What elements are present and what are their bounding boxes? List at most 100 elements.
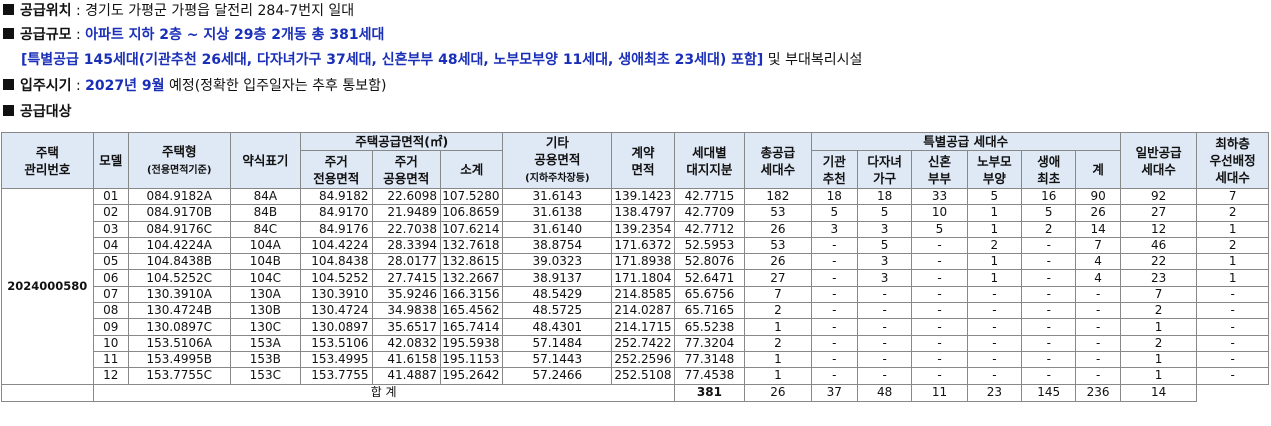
header-other-common: 기타 공용면적 (지하주차장등) xyxy=(502,132,613,189)
header-general-supply: 일반공급 세대수 xyxy=(1119,132,1198,189)
table-cell: 084.9170B xyxy=(127,204,231,222)
table-cell: 1 xyxy=(966,253,1023,271)
table-cell: 34.9838 xyxy=(371,302,442,320)
square-bullet-icon xyxy=(3,4,14,15)
move-in-suffix: 예정(정확한 입주일자는 추후 통보함) xyxy=(164,78,387,94)
table-cell: 27 xyxy=(744,269,812,287)
header-first-time: 생애 최초 xyxy=(1021,150,1077,189)
table-cell: 132.8615 xyxy=(440,253,504,271)
scale-label: 공급규모 xyxy=(20,27,72,43)
scale-text: 아파트 지하 2층 ~ 지상 29층 2개동 총 381세대 xyxy=(85,27,385,43)
table-cell: 107.5280 xyxy=(440,187,504,206)
table-cell: 10 xyxy=(92,334,129,352)
table-cell: 2 xyxy=(1196,236,1269,255)
table-cell: 130.3910 xyxy=(300,285,373,304)
table-cell: 1 xyxy=(1196,220,1269,238)
table-cell: 5 xyxy=(966,187,1023,206)
table-cell: 92 xyxy=(1119,187,1198,206)
table-cell: 22.6098 xyxy=(371,187,442,206)
total-cell: 145 xyxy=(1021,383,1077,402)
table-cell: 4 xyxy=(1075,253,1121,271)
table-cell: - xyxy=(1196,318,1269,336)
header-housing-type: 주택형 (전용면적기준) xyxy=(127,132,231,189)
header-lowest-floor: 최하층 우선배정 세대수 xyxy=(1196,132,1269,189)
header-supply-area: 주택공급면적(㎡) xyxy=(300,132,504,151)
header-housing-mgmt-no: 주택 관리번호 xyxy=(1,132,94,189)
table-cell: - xyxy=(966,367,1023,385)
table-row: 08 130.4724B 130B 130.4724 34.9838 165.4562 48… xyxy=(2,302,1269,320)
table-cell: 3 xyxy=(856,220,913,238)
table-cell: 2 xyxy=(1021,220,1077,238)
table-cell: 23 xyxy=(1119,269,1198,287)
table-cell: 2 xyxy=(1119,334,1198,352)
table-cell: 153.5106 xyxy=(300,334,373,352)
table-cell: 77.4538 xyxy=(673,367,746,385)
table-row: 05 104.8438B 104B 104.8438 28.0177 132.8615 39… xyxy=(2,253,1269,271)
table-cell: 42.7715 xyxy=(673,187,746,206)
table-cell: 35.9246 xyxy=(371,285,442,304)
table-cell: 01 xyxy=(92,187,129,206)
header-contract-area: 계약 면적 xyxy=(611,132,675,189)
move-in-label: 입주시기 xyxy=(20,78,72,94)
header-special-total: 계 xyxy=(1075,150,1121,189)
table-cell: - xyxy=(966,318,1023,336)
table-row: 04 104.4224A 104A 104.4224 28.3394 132.7618 38… xyxy=(2,236,1269,255)
table-cell: 106.8659 xyxy=(440,204,504,222)
table-cell: 42.7712 xyxy=(673,220,746,238)
table-cell: 195.5938 xyxy=(440,334,504,352)
table-cell: 1 xyxy=(966,220,1023,238)
table-cell: 5 xyxy=(856,204,913,222)
table-cell: - xyxy=(1021,334,1077,352)
table-cell: 12 xyxy=(1119,220,1198,238)
table-cell: 33 xyxy=(911,187,968,206)
table-cell: 153B xyxy=(229,350,302,369)
table-cell: 26 xyxy=(744,253,812,271)
total-cell: 236 xyxy=(1075,383,1121,402)
table-cell: 153.4995B xyxy=(127,350,231,369)
table-cell: 084.9182A xyxy=(127,187,231,206)
table-cell: 7 xyxy=(744,285,812,304)
scale-detail-text: [특별공급 145세대(기관추천 26세대, 다자녀가구 37세대, 신혼부부 … xyxy=(21,52,764,68)
table-cell: 27.7415 xyxy=(371,269,442,287)
table-cell: 252.5108 xyxy=(611,367,675,385)
header-elderly: 노부모 부양 xyxy=(966,150,1023,189)
table-cell: - xyxy=(856,302,913,320)
total-cell: 381 xyxy=(673,383,746,402)
info-scale: 공급규모 : 아파트 지하 2층 ~ 지상 29층 2개동 총 381세대 xyxy=(0,26,384,44)
info-move-in: 입주시기 : 2027년 9월 예정(정확한 입주일자는 추후 통보함) xyxy=(0,77,386,95)
table-cell: 104.8438 xyxy=(300,253,373,271)
table-cell: 104C xyxy=(229,269,302,287)
table-cell: - xyxy=(1021,350,1077,369)
header-land-share: 세대별 대지지분 xyxy=(673,132,746,189)
table-cell: 7 xyxy=(1075,236,1121,255)
table-cell: - xyxy=(966,302,1023,320)
table-cell: - xyxy=(1075,367,1121,385)
table-cell: 04 xyxy=(92,236,129,255)
move-in-value: 2027년 9월 xyxy=(85,78,165,94)
table-cell: 130.3910A xyxy=(127,285,231,304)
table-cell: 84A xyxy=(229,187,302,206)
table-cell: 1 xyxy=(1196,253,1269,271)
table-cell: - xyxy=(856,318,913,336)
table-cell: 130C xyxy=(229,318,302,336)
table-cell: - xyxy=(1196,302,1269,320)
table-cell: 7 xyxy=(1119,285,1198,304)
table-cell: 214.1715 xyxy=(611,318,675,336)
table-cell: 77.3148 xyxy=(673,350,746,369)
table-cell: 2 xyxy=(744,334,812,352)
table-cell: 104.4224A xyxy=(127,236,231,255)
table-cell: 1 xyxy=(744,318,812,336)
table-row: 11 153.4995B 153B 153.4995 41.6158 195.1153 57… xyxy=(2,350,1269,369)
total-row: 합 계 381 26 37 48 11 23 145 236 14 xyxy=(1,383,1269,402)
table-cell: 195.2642 xyxy=(440,367,504,385)
table-cell: 5 xyxy=(1021,204,1077,222)
table-cell: - xyxy=(810,253,858,271)
table-cell: 35.6517 xyxy=(371,318,442,336)
table-cell: - xyxy=(856,350,913,369)
table-cell: 2 xyxy=(966,236,1023,255)
table-cell: 07 xyxy=(92,285,129,304)
table-cell: 38.9137 xyxy=(502,269,613,287)
table-cell: 2 xyxy=(1196,204,1269,222)
table-cell: 171.6372 xyxy=(611,236,675,255)
table-row: 10 153.5106A 153A 153.5106 42.0832 195.5938 57… xyxy=(2,334,1269,352)
